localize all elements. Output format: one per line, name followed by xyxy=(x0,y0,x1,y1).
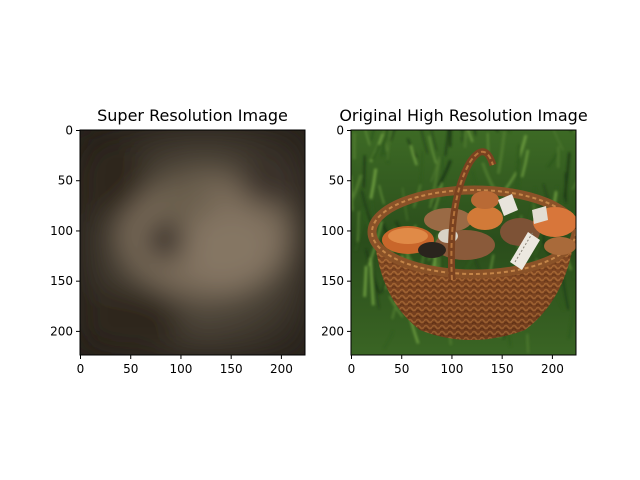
grass-blade xyxy=(553,130,564,151)
grass-blade xyxy=(383,130,389,152)
right-xtick-label: 150 xyxy=(491,362,514,376)
grass-blade xyxy=(409,144,418,166)
grass-blade xyxy=(430,156,441,183)
grass-blade xyxy=(370,130,375,141)
grass-blade xyxy=(369,168,378,199)
super-resolution-image xyxy=(80,130,305,355)
left-ytick-label: 100 xyxy=(50,224,73,238)
grass-blade xyxy=(521,149,529,178)
grass-blade xyxy=(351,174,363,202)
grass-blade xyxy=(430,130,438,151)
left-ytick-label: 50 xyxy=(58,174,73,188)
right-subplot: Original High Resolution Image xyxy=(321,106,588,376)
right-xtick-label: 50 xyxy=(394,362,409,376)
grass-blade xyxy=(474,130,477,136)
grass-blade xyxy=(461,130,465,137)
grass-blade xyxy=(364,130,371,146)
grass-blade xyxy=(379,130,389,158)
grass-blade xyxy=(467,130,474,143)
left-xtick-label: 100 xyxy=(169,362,192,376)
right-xtick-label: 100 xyxy=(440,362,463,376)
left-xtick-label: 150 xyxy=(220,362,243,376)
mushrooms xyxy=(382,191,576,270)
left-xtick-label: 50 xyxy=(123,362,138,376)
grass-blade xyxy=(563,152,571,199)
left-ytick-label: 150 xyxy=(50,274,73,288)
grass-blade xyxy=(351,175,354,211)
grass-blade xyxy=(355,206,367,252)
grass-blade xyxy=(370,144,381,161)
grass-blade xyxy=(514,144,522,193)
right-ytick-label: 50 xyxy=(329,174,344,188)
original-high-resolution-image xyxy=(351,130,576,355)
grass-blade xyxy=(363,265,368,297)
right-axis-ticks: 0 50 100 150 200 0 50 100 150 200 xyxy=(321,124,564,376)
grass-blade xyxy=(496,130,506,174)
grass-blade xyxy=(526,333,530,354)
grass-blade xyxy=(386,130,392,161)
left-ytick-label: 200 xyxy=(50,324,73,338)
right-ytick-label: 0 xyxy=(336,124,344,138)
left-xtick-label: 200 xyxy=(270,362,293,376)
right-ytick-label: 150 xyxy=(321,274,344,288)
grass-blade xyxy=(437,159,452,187)
grass-blade xyxy=(419,151,424,185)
grass-blade xyxy=(572,130,576,134)
left-xtick-label: 0 xyxy=(77,362,85,376)
grass-blade xyxy=(546,151,559,169)
right-axes-frame xyxy=(350,129,577,356)
grass-blade xyxy=(444,130,450,157)
grass-blade xyxy=(428,135,437,164)
left-ytick-label: 0 xyxy=(65,124,73,138)
right-xtick-label: 0 xyxy=(348,362,356,376)
grass-blade xyxy=(464,130,467,148)
grass-blade xyxy=(462,130,468,139)
grass-blade xyxy=(369,257,375,306)
grass-blade xyxy=(429,158,441,209)
grass-blade xyxy=(378,184,385,205)
right-subplot-title: Original High Resolution Image xyxy=(339,106,587,125)
left-axes-frame xyxy=(79,129,306,356)
grass-blade xyxy=(448,130,452,148)
grass-blade xyxy=(420,130,429,154)
left-subplot-title: Super Resolution Image xyxy=(97,106,288,125)
grass-blade xyxy=(390,130,396,142)
grass-blade xyxy=(571,181,576,190)
left-axis-ticks: 0 50 100 150 200 0 50 100 150 200 xyxy=(50,124,293,376)
right-ytick-label: 100 xyxy=(321,224,344,238)
grass-blade xyxy=(356,211,360,242)
right-xtick-label: 200 xyxy=(541,362,564,376)
grass-blade xyxy=(362,155,366,188)
grass-blade xyxy=(573,268,576,279)
right-ytick-label: 200 xyxy=(321,324,344,338)
grass-blade xyxy=(380,142,390,164)
left-subplot: Super Resolution Image 0 50 100 150 200 0 50 10… xyxy=(50,106,306,376)
grass-blade xyxy=(507,130,511,134)
grass-blade xyxy=(371,262,380,309)
grass-blade xyxy=(383,330,394,350)
